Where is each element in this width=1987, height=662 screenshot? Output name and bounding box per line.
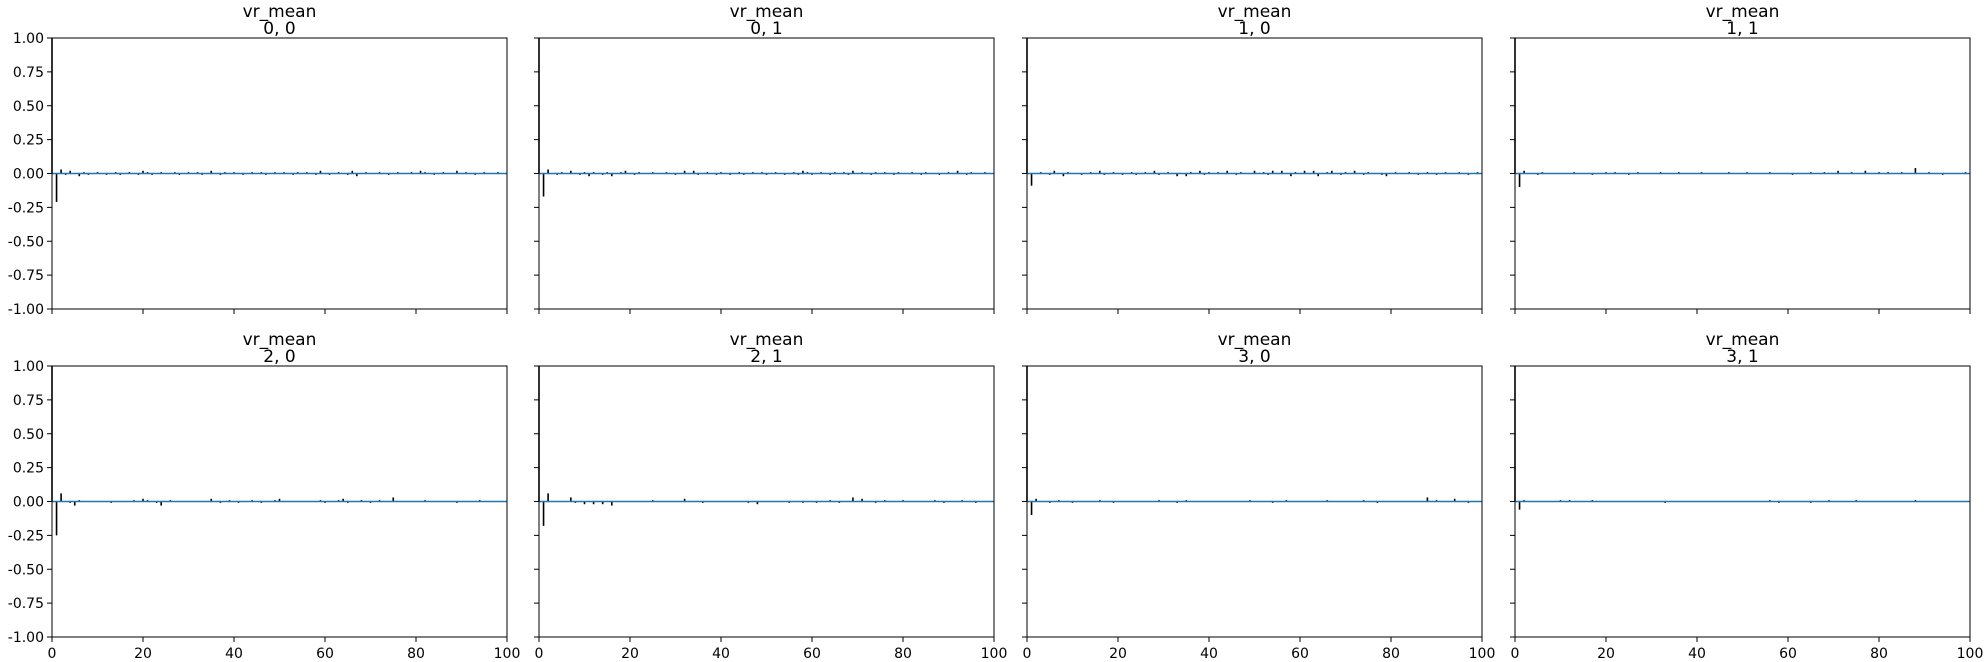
panel-title-variable: vr_mean [1706,330,1780,350]
x-tick-label: 80 [407,646,425,662]
x-tick-label: 80 [1870,646,1888,662]
panel-title-variable: vr_mean [1706,2,1780,22]
panel-title-coords: 3, 0 [1238,347,1270,367]
x-tick-label: 100 [981,646,1008,662]
x-tick-label: 0 [1511,646,1520,662]
x-tick-label: 0 [48,646,57,662]
y-tick-label: 0.00 [13,167,44,183]
panel-title-variable: vr_mean [243,330,317,350]
y-tick-label: 0.00 [13,495,44,511]
y-tick-label: 0.50 [13,427,44,443]
panel-title-variable: vr_mean [1218,2,1292,22]
panel-title-variable: vr_mean [243,2,317,22]
x-tick-label: 60 [316,646,334,662]
x-tick-label: 100 [494,646,521,662]
y-tick-label: 0.25 [13,461,44,477]
y-tick-label: -0.50 [8,234,44,250]
x-tick-label: 0 [535,646,544,662]
panel-title-variable: vr_mean [730,2,804,22]
panel-title-coords: 2, 1 [750,347,782,367]
x-tick-label: 0 [1023,646,1032,662]
x-tick-label: 40 [225,646,243,662]
panel-title-coords: 0, 1 [750,19,782,39]
x-tick-label: 40 [1688,646,1706,662]
x-tick-label: 60 [803,646,821,662]
x-tick-label: 100 [1957,646,1984,662]
panel-title-variable: vr_mean [1218,330,1292,350]
x-tick-label: 20 [621,646,639,662]
y-tick-label: -0.75 [8,596,44,612]
y-tick-label: 0.25 [13,133,44,149]
x-tick-label: 60 [1779,646,1797,662]
panel-title-coords: 1, 0 [1238,19,1270,39]
x-tick-label: 80 [1382,646,1400,662]
y-tick-label: 0.75 [13,65,44,81]
y-tick-label: 0.50 [13,99,44,115]
x-tick-label: 60 [1291,646,1309,662]
y-tick-label: -1.00 [8,630,44,646]
x-tick-label: 40 [1200,646,1218,662]
x-tick-label: 20 [134,646,152,662]
y-tick-label: 0.75 [13,393,44,409]
y-tick-label: -0.25 [8,528,44,544]
panel-title-coords: 3, 1 [1726,347,1758,367]
x-tick-label: 100 [1469,646,1496,662]
y-tick-label: -1.00 [8,302,44,318]
x-tick-label: 40 [712,646,730,662]
y-tick-label: 1.00 [13,359,44,375]
y-tick-label: 1.00 [13,31,44,47]
panel-title-variable: vr_mean [730,330,804,350]
panel-title-coords: 2, 0 [263,347,295,367]
x-tick-label: 80 [894,646,912,662]
panel-title-coords: 0, 0 [263,19,295,39]
x-tick-label: 20 [1597,646,1615,662]
y-tick-label: -0.25 [8,200,44,216]
y-tick-label: -0.50 [8,562,44,578]
panel-title-coords: 1, 1 [1726,19,1758,39]
y-tick-label: -0.75 [8,268,44,284]
x-tick-label: 20 [1109,646,1127,662]
